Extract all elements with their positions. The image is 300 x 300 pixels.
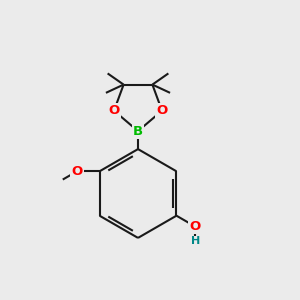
Text: O: O [71,165,83,178]
Text: O: O [190,220,201,233]
Text: O: O [156,104,168,117]
Text: B: B [133,124,143,138]
Text: O: O [108,104,120,117]
Text: H: H [190,236,200,247]
